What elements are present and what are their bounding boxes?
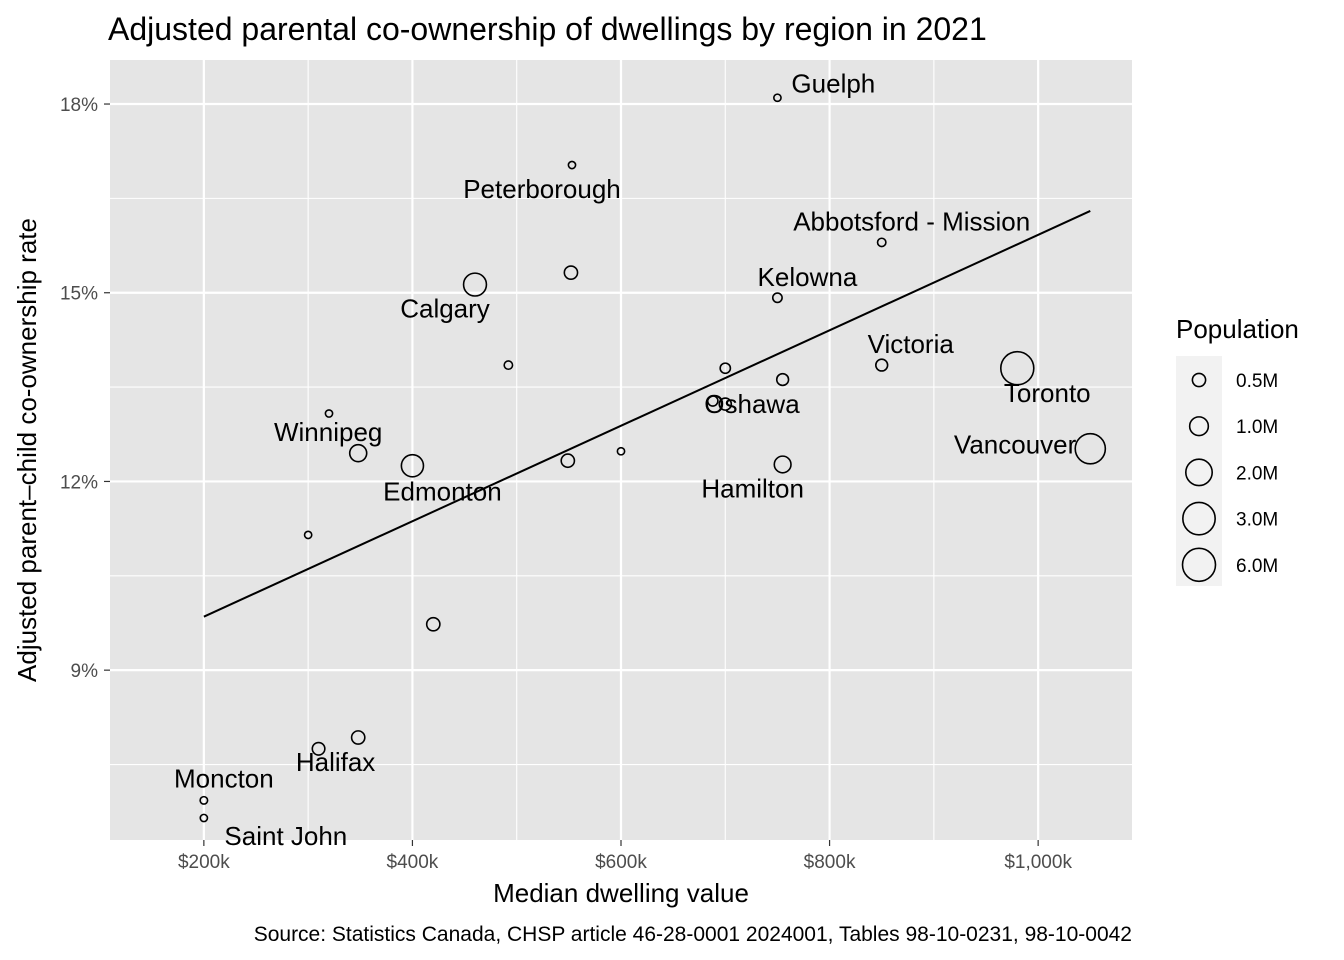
data-point [400, 453, 425, 478]
data-point [775, 372, 790, 387]
legend: 0.5M 1.0M 2.0M 3.0M 6.0M [1176, 356, 1278, 586]
legend-entry-label: 2.0M [1236, 463, 1278, 484]
data-point [771, 292, 783, 304]
data-point [199, 795, 209, 805]
legend-entry-label: 1.0M [1236, 417, 1278, 438]
point-label: Edmonton [383, 477, 502, 507]
x-axis-ticks: $200k $400k $600k $800k $1,000k [178, 840, 1072, 873]
point-label: Guelph [791, 69, 875, 99]
legend-title: Population [1176, 314, 1299, 344]
data-point [560, 453, 576, 469]
point-label: Peterborough [463, 174, 621, 204]
trend-line-group [203, 210, 1091, 618]
legend-key-circle [1181, 547, 1217, 583]
data-point [311, 741, 326, 756]
point-label: Vancouver [954, 430, 1077, 460]
y-tick-label: 18% [60, 95, 98, 116]
data-point [503, 360, 514, 371]
point-label: Moncton [174, 763, 274, 793]
y-axis-title: Adjusted parent–child co-ownership rate [12, 218, 42, 682]
data-point [348, 443, 368, 463]
source-caption: Source: Statistics Canada, CHSP article … [254, 923, 1132, 946]
x-tick-label: $1,000k [1004, 852, 1072, 873]
data-point [718, 397, 733, 411]
y-tick-label: 9% [71, 661, 99, 682]
legend-entry-label: 6.0M [1236, 556, 1278, 577]
points-group [199, 93, 1107, 823]
data-point [567, 160, 577, 170]
point-label: Winnipeg [274, 417, 382, 447]
point-label: Hamilton [701, 473, 804, 503]
data-point [999, 350, 1035, 386]
data-point [719, 362, 732, 375]
point-label: Kelowna [758, 262, 858, 292]
legend-key-background [1176, 356, 1222, 586]
legend-key-circle [1185, 458, 1214, 487]
data-point [425, 616, 441, 632]
legend-key-circle [1182, 501, 1216, 536]
data-point [773, 455, 792, 474]
y-tick-label: 12% [60, 472, 98, 493]
y-tick-label: 15% [60, 284, 98, 305]
legend-key-circle [1191, 372, 1207, 388]
point-label: Abbotsford - Mission [793, 206, 1030, 236]
data-point [875, 358, 889, 372]
point-label: Oshawa [704, 389, 800, 419]
data-point [303, 530, 313, 540]
x-tick-label: $800k [804, 852, 856, 873]
point-label: Victoria [868, 329, 955, 359]
data-point [462, 272, 488, 297]
data-point [563, 265, 579, 281]
legend-entry-label: 3.0M [1236, 510, 1278, 531]
data-point [706, 395, 719, 407]
point-label: Toronto [1004, 378, 1091, 408]
data-point [350, 730, 366, 745]
x-axis-title: Median dwelling value [493, 878, 749, 908]
y-axis-ticks: 9% 12% 15% 18% [60, 95, 110, 682]
data-point [773, 93, 782, 103]
data-point [1074, 432, 1107, 465]
point-label: Halifax [296, 747, 375, 777]
trend-line [203, 210, 1091, 618]
data-point [616, 446, 626, 456]
legend-entry-label: 0.5M [1236, 371, 1278, 392]
point-label: Saint John [224, 821, 347, 851]
point-labels-group: Guelph Peterborough Abbotsford - Mission Ke… [174, 69, 1091, 851]
chart-title: Adjusted parental co-ownership of dwelli… [108, 11, 987, 47]
data-point [199, 813, 209, 823]
x-tick-label: $200k [178, 852, 230, 873]
data-point [324, 409, 334, 418]
x-tick-label: $400k [387, 852, 439, 873]
point-label: Calgary [400, 294, 490, 324]
grid-major [110, 60, 1132, 840]
x-tick-label: $600k [595, 852, 647, 873]
data-point [876, 237, 887, 248]
legend-key-circle [1188, 416, 1210, 437]
